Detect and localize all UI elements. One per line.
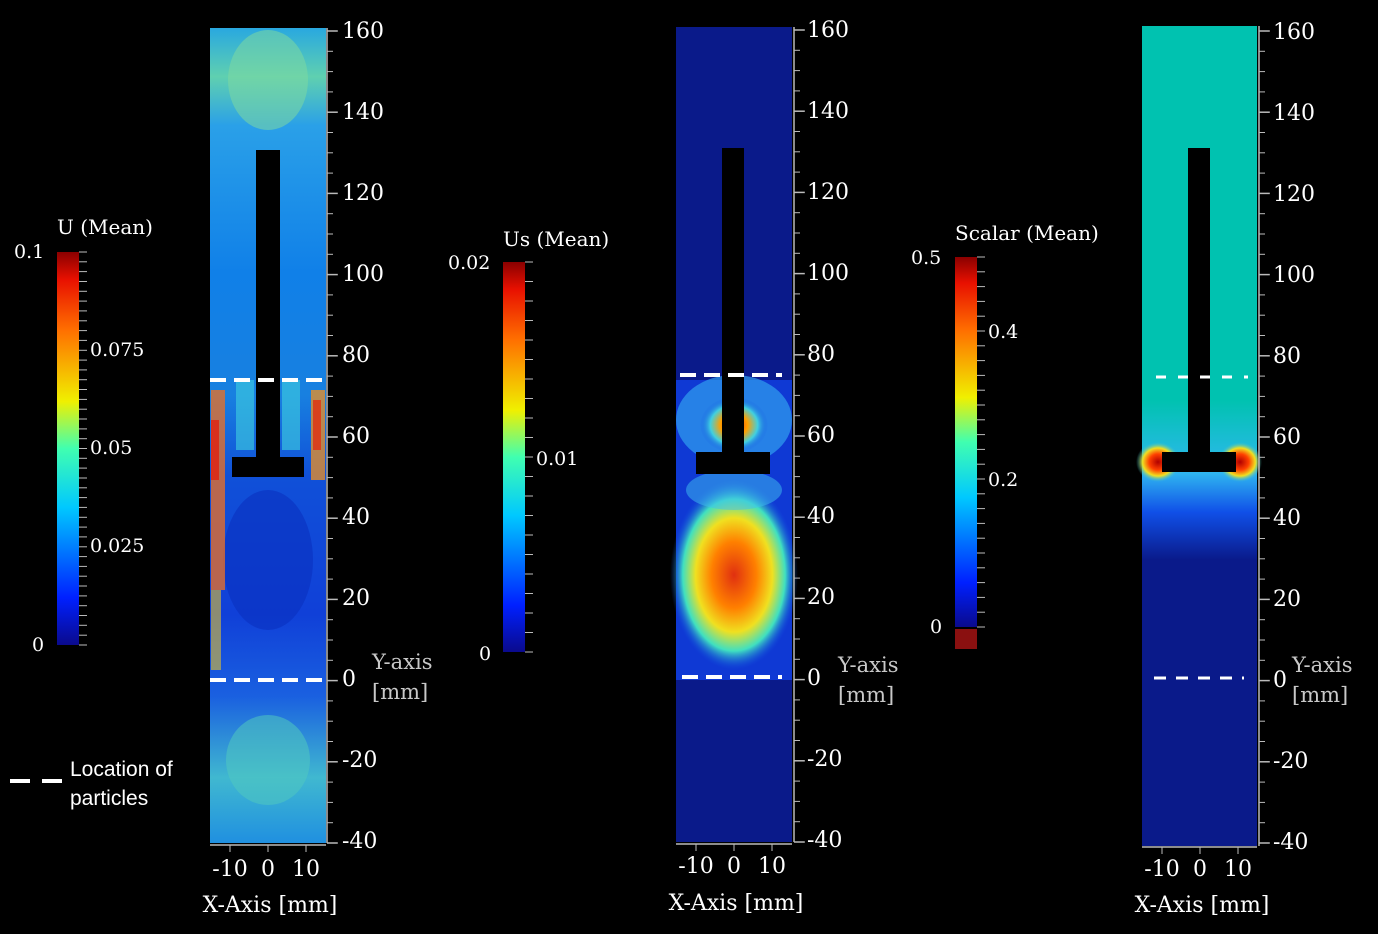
y-tick-us-80: 80 xyxy=(807,342,835,367)
x-tick-us-0: 0 xyxy=(727,854,741,879)
colorbar-u-tick-min: 0 xyxy=(32,634,44,656)
x-axis-us: -10 0 10 X-Axis [mm] xyxy=(669,843,804,916)
x-tick-u-10: 10 xyxy=(292,857,320,882)
x-tick-scalar-10: 10 xyxy=(1224,857,1252,882)
y-tick-us-0: 0 xyxy=(807,666,821,691)
legend-label-line1: Location of xyxy=(70,758,173,781)
field-u xyxy=(210,28,328,843)
colorbar-u-tick-0025: 0.025 xyxy=(90,535,144,557)
y-tick-u-m40: -40 xyxy=(342,829,377,854)
colorbar-scalar-tick-04: 0.4 xyxy=(988,321,1018,343)
legend-label-line2: particles xyxy=(70,787,148,810)
x-label-us: X-Axis [mm] xyxy=(669,891,804,916)
t-body-u-stem xyxy=(256,150,280,460)
colorbar-scalar-overflow-swatch xyxy=(955,629,977,649)
y-tick-scalar-m40: -40 xyxy=(1273,830,1308,855)
t-body-u-cap xyxy=(232,457,304,477)
particles-legend: Location of particles xyxy=(10,758,173,810)
t-body-us-stem xyxy=(722,148,744,456)
y-tick-us-60: 60 xyxy=(807,423,835,448)
y-tick-scalar-80: 80 xyxy=(1273,344,1301,369)
panel-us-mean: Us (Mean) 0.02 0.01 0 160 140 120 100 80 xyxy=(448,18,899,916)
y-tick-us-m20: -20 xyxy=(807,747,842,772)
y-tick-scalar-100: 100 xyxy=(1273,263,1315,288)
y-tick-us-120: 120 xyxy=(807,180,849,205)
x-tick-us-m10: -10 xyxy=(678,854,713,879)
y-label-u-line1: Y-axis xyxy=(371,650,433,674)
colorbar-scalar-tick-min: 0 xyxy=(930,616,942,638)
y-label-us-line1: Y-axis xyxy=(837,653,899,677)
colorbar-scalar-gradient xyxy=(955,257,977,627)
x-tick-us-10: 10 xyxy=(758,854,786,879)
y-axis-scalar: 160 140 120 100 80 60 40 20 0 -20 -40 Y-… xyxy=(1258,20,1353,855)
y-tick-scalar-120: 120 xyxy=(1273,182,1315,207)
y-tick-u-m20: -20 xyxy=(342,748,377,773)
y-tick-u-80: 80 xyxy=(342,343,370,368)
y-tick-us-100: 100 xyxy=(807,261,849,286)
y-tick-scalar-160: 160 xyxy=(1273,20,1315,45)
x-label-u: X-Axis [mm] xyxy=(203,893,338,918)
x-axis-scalar: -10 0 10 X-Axis [mm] xyxy=(1135,846,1270,918)
x-label-scalar: X-Axis [mm] xyxy=(1135,893,1270,918)
colorbar-u-title: U (Mean) xyxy=(57,215,153,239)
colorbar-u-tick-0075: 0.075 xyxy=(90,339,144,361)
y-label-u-line2: [mm] xyxy=(372,680,428,704)
y-axis-us: 160 140 120 100 80 60 40 20 0 -20 -40 Y-… xyxy=(793,18,899,853)
colorbar-us-tick-max: 0.02 xyxy=(448,252,490,274)
y-label-scalar-line1: Y-axis xyxy=(1291,653,1353,677)
y-tick-u-120: 120 xyxy=(342,181,384,206)
colorbar-us-title: Us (Mean) xyxy=(503,227,609,251)
panel-scalar-mean: Scalar (Mean) 0.5 0.4 0.2 0 160 140 120 … xyxy=(911,20,1353,918)
y-tick-scalar-0: 0 xyxy=(1273,668,1287,693)
y-tick-scalar-40: 40 xyxy=(1273,506,1301,531)
colorbar-scalar-tick-max: 0.5 xyxy=(911,247,941,269)
y-tick-us-160: 160 xyxy=(807,18,849,43)
y-tick-u-160: 160 xyxy=(342,19,384,44)
y-tick-u-40: 40 xyxy=(342,505,370,530)
y-tick-us-m40: -40 xyxy=(807,828,842,853)
colorbar-scalar: Scalar (Mean) 0.5 0.4 0.2 0 xyxy=(911,221,1099,649)
colorbar-us-gradient xyxy=(503,262,525,652)
colorbar-scalar-tick-02: 0.2 xyxy=(988,469,1018,491)
t-body-us-cap xyxy=(696,452,770,474)
y-tick-scalar-20: 20 xyxy=(1273,587,1301,612)
y-tick-u-140: 140 xyxy=(342,100,384,125)
y-tick-us-20: 20 xyxy=(807,585,835,610)
x-tick-scalar-m10: -10 xyxy=(1144,857,1179,882)
field-us xyxy=(670,27,798,842)
t-body-scalar-cap xyxy=(1162,452,1236,472)
colorbar-us-tick-min: 0 xyxy=(479,643,491,665)
colorbar-u-tick-max: 0.1 xyxy=(14,241,44,263)
panel-u-mean: U (Mean) 0.1 0.075 0.05 0.025 0 xyxy=(14,19,433,918)
t-body-scalar-stem xyxy=(1188,148,1210,456)
colorbar-scalar-title: Scalar (Mean) xyxy=(955,221,1099,245)
colorbar-u: U (Mean) 0.1 0.075 0.05 0.025 0 xyxy=(14,215,153,656)
y-tick-scalar-140: 140 xyxy=(1273,101,1315,126)
y-tick-scalar-m20: -20 xyxy=(1273,749,1308,774)
x-tick-u-0: 0 xyxy=(261,857,275,882)
y-axis-u: 160 140 120 100 80 60 40 20 0 -20 -40 Y-… xyxy=(326,19,433,854)
x-tick-u-m10: -10 xyxy=(212,857,247,882)
field-scalar xyxy=(1136,26,1262,846)
y-tick-u-60: 60 xyxy=(342,424,370,449)
colorbar-u-tick-005: 0.05 xyxy=(90,437,132,459)
colorbar-us: Us (Mean) 0.02 0.01 0 xyxy=(448,227,609,665)
y-tick-u-20: 20 xyxy=(342,586,370,611)
y-tick-us-40: 40 xyxy=(807,504,835,529)
y-label-us-line2: [mm] xyxy=(838,683,894,707)
y-tick-scalar-60: 60 xyxy=(1273,425,1301,450)
colorbar-u-gradient xyxy=(57,252,79,645)
x-tick-scalar-0: 0 xyxy=(1193,857,1207,882)
y-tick-us-140: 140 xyxy=(807,99,849,124)
y-label-scalar-line2: [mm] xyxy=(1292,683,1348,707)
colorbar-us-tick-mid: 0.01 xyxy=(536,448,578,470)
y-tick-u-100: 100 xyxy=(342,262,384,287)
x-axis-u: -10 0 10 X-Axis [mm] xyxy=(203,844,338,918)
y-tick-u-0: 0 xyxy=(342,667,356,692)
